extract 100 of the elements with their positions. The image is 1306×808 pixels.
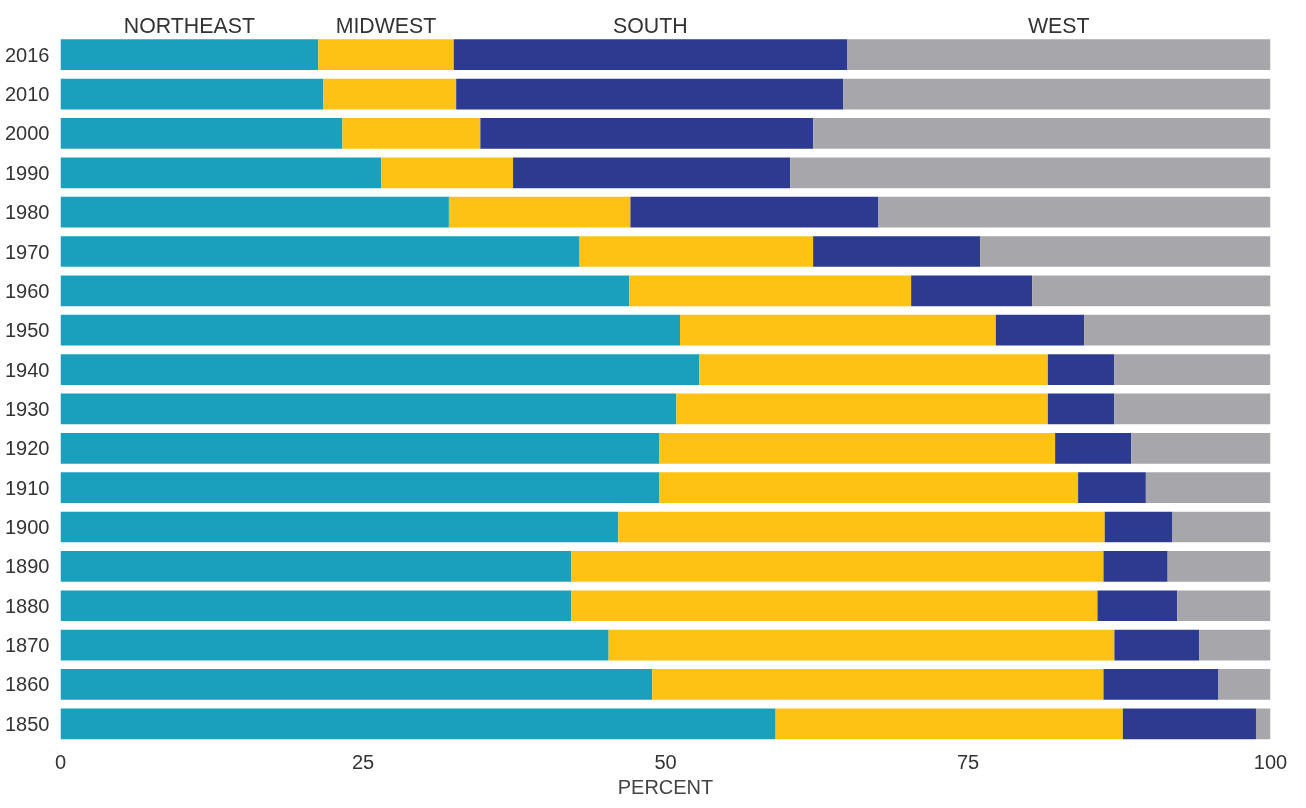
bar [1097,590,1178,622]
bar [60,157,382,189]
bar [652,669,1104,700]
bar [381,157,514,189]
series-label: WEST [1027,14,1090,39]
y-tick-label: 1980 [5,201,50,224]
x-tick-label: 0 [54,750,67,773]
bar [659,472,1079,504]
y-tick-label: 1870 [5,634,50,657]
x-tick-label: 50 [654,750,677,773]
bar [480,118,814,149]
y-tick-label: 1900 [5,516,50,539]
bar [579,236,814,267]
bar [60,393,677,425]
bar [980,236,1271,267]
bar [1177,590,1271,622]
bar [60,354,700,385]
bar [1218,669,1271,700]
bar [456,78,844,110]
bar [843,78,1271,110]
bar [1145,472,1271,504]
y-tick-label: 2000 [5,122,50,145]
bar [1078,472,1146,504]
y-tick-label: 2010 [5,83,50,106]
bar [1114,354,1271,385]
bar [699,354,1048,385]
series-label: NORTHEAST [123,14,255,39]
y-tick-label: 1950 [5,319,50,342]
bar [60,629,609,661]
bar [878,196,1271,228]
x-axis-title: PERCENT [617,775,714,798]
bar [630,196,879,228]
bar [995,314,1085,346]
y-tick-label: 1880 [5,594,50,617]
bar [60,590,572,622]
bar [1114,393,1271,425]
y-tick-label: 1940 [5,358,50,381]
bar [813,118,1271,149]
bar [60,236,580,267]
bar [453,39,847,71]
bar [60,472,660,504]
y-tick-label: 1850 [5,712,50,735]
bar [60,314,681,346]
bar [60,196,449,228]
bar [1131,432,1271,464]
bar [608,629,1115,661]
bar [448,196,631,228]
y-tick-label: 1860 [5,673,50,696]
bar [659,432,1056,464]
bar [323,78,457,110]
x-tick-label: 100 [1253,750,1288,773]
bar [618,511,1105,543]
y-tick-label: 1890 [5,555,50,578]
y-tick-label: 1990 [5,161,50,184]
bar [60,432,660,464]
x-tick-label: 75 [956,750,980,773]
bar [847,39,1271,71]
bar [60,78,324,110]
bar [1122,708,1256,740]
bar [1047,354,1115,385]
y-tick-label: 2016 [5,43,50,66]
bar [60,118,343,149]
bar [1047,393,1115,425]
bar [60,39,319,71]
bar [676,393,1048,425]
bar [60,669,653,700]
y-tick-label: 1920 [5,437,50,460]
bar [1103,669,1219,700]
y-tick-label: 1910 [5,476,50,499]
bar [775,708,1123,740]
bar [1104,511,1173,543]
bar [1199,629,1271,661]
series-label: SOUTH [613,14,688,39]
bar [60,708,776,740]
bar [342,118,481,149]
bar [571,590,1098,622]
bar [1055,432,1132,464]
bar [1172,511,1271,543]
y-tick-label: 1960 [5,279,50,302]
bar [60,275,630,307]
bar [629,275,912,307]
bar [1084,314,1271,346]
bar [1167,551,1271,582]
bar [318,39,454,71]
bar [813,236,981,267]
bar [513,157,791,189]
bar [60,551,572,582]
bar [790,157,1271,189]
series-label: MIDWEST [335,14,437,39]
bar [1114,629,1200,661]
bar [911,275,1033,307]
bar [571,551,1104,582]
y-tick-label: 1930 [5,397,50,420]
bar [1032,275,1271,307]
bar [1255,708,1271,740]
bar [680,314,996,346]
x-tick-label: 25 [351,750,375,773]
bar [60,511,619,543]
y-tick-label: 1970 [5,240,50,263]
bar [1103,551,1168,582]
